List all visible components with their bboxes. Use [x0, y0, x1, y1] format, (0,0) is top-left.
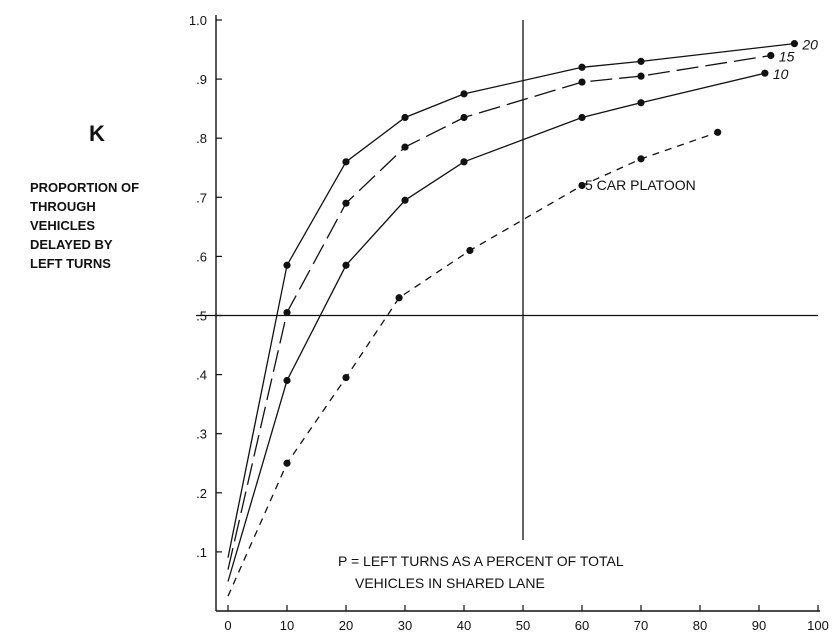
y-tick-label: .4	[196, 368, 207, 383]
y-tick-label: .8	[196, 131, 207, 146]
y-tick-label: .1	[196, 545, 207, 560]
data-point	[578, 181, 586, 190]
data-point	[460, 90, 468, 98]
x-tick-label: 10	[280, 618, 294, 633]
data-point	[460, 158, 468, 166]
series-label-10: 10	[773, 66, 789, 82]
x-label-line-2: VEHICLES IN SHARED LANE	[355, 575, 545, 591]
data-point	[283, 308, 291, 317]
x-tick-label: 90	[752, 618, 766, 633]
x-tick-label: 0	[224, 618, 231, 633]
data-point	[283, 376, 291, 385]
y-label-line-4: DELAYED BY	[30, 237, 113, 252]
y-label-line-2: THROUGH	[30, 199, 96, 214]
data-point	[578, 78, 586, 86]
y-tick-label: 1.0	[189, 13, 207, 28]
x-tick-label: 80	[693, 618, 707, 633]
data-point	[578, 113, 586, 122]
x-tick-label: 50	[516, 618, 530, 633]
x-label-line-1: P = LEFT TURNS AS A PERCENT OF TOTAL	[338, 553, 624, 569]
series-line-20	[227, 42, 795, 558]
y-tick-label: .2	[196, 486, 207, 501]
data-point	[637, 57, 645, 65]
data-point	[637, 99, 645, 107]
data-point	[466, 246, 474, 255]
series-line-platoon-base	[227, 131, 718, 597]
y-label-line-3: VEHICLES	[30, 218, 95, 233]
series-line-15	[227, 54, 771, 570]
x-tick-label: 40	[457, 618, 471, 633]
data-point	[714, 128, 722, 136]
series-line-10	[227, 72, 766, 582]
y-tick-label: .6	[196, 249, 207, 264]
y-tick-label: .3	[196, 427, 207, 442]
series-label-15: 15	[779, 48, 795, 64]
data-point	[342, 373, 350, 382]
data-point	[342, 199, 350, 207]
data-point	[761, 69, 769, 77]
data-point	[283, 261, 291, 269]
data-point	[401, 196, 409, 204]
data-point	[401, 113, 409, 122]
y-label-line-1: PROPORTION OF	[30, 180, 139, 195]
data-point	[342, 158, 350, 166]
x-tick-label: 20	[339, 618, 353, 633]
y-tick-label: .9	[196, 72, 207, 87]
series-label-20: 20	[801, 37, 818, 53]
y-tick-label: .7	[196, 190, 207, 205]
platoon-annotation: 5 CAR PLATOON	[585, 177, 696, 193]
data-point	[637, 155, 645, 163]
data-point	[767, 51, 775, 60]
data-point	[790, 40, 799, 48]
x-tick-label: 30	[398, 618, 412, 633]
x-tick-label: 100	[807, 618, 829, 633]
y-heading: K	[89, 121, 105, 146]
x-tick-label: 60	[575, 618, 589, 633]
data-point	[395, 294, 403, 302]
data-point	[283, 459, 291, 467]
y-label-line-5: LEFT TURNS	[30, 256, 111, 271]
data-point	[637, 72, 645, 80]
data-point	[342, 261, 350, 269]
data-point	[578, 63, 586, 71]
x-tick-label: 70	[634, 618, 648, 633]
data-point	[460, 113, 468, 122]
data-point	[401, 143, 409, 151]
y-tick-label: .5	[196, 309, 207, 324]
